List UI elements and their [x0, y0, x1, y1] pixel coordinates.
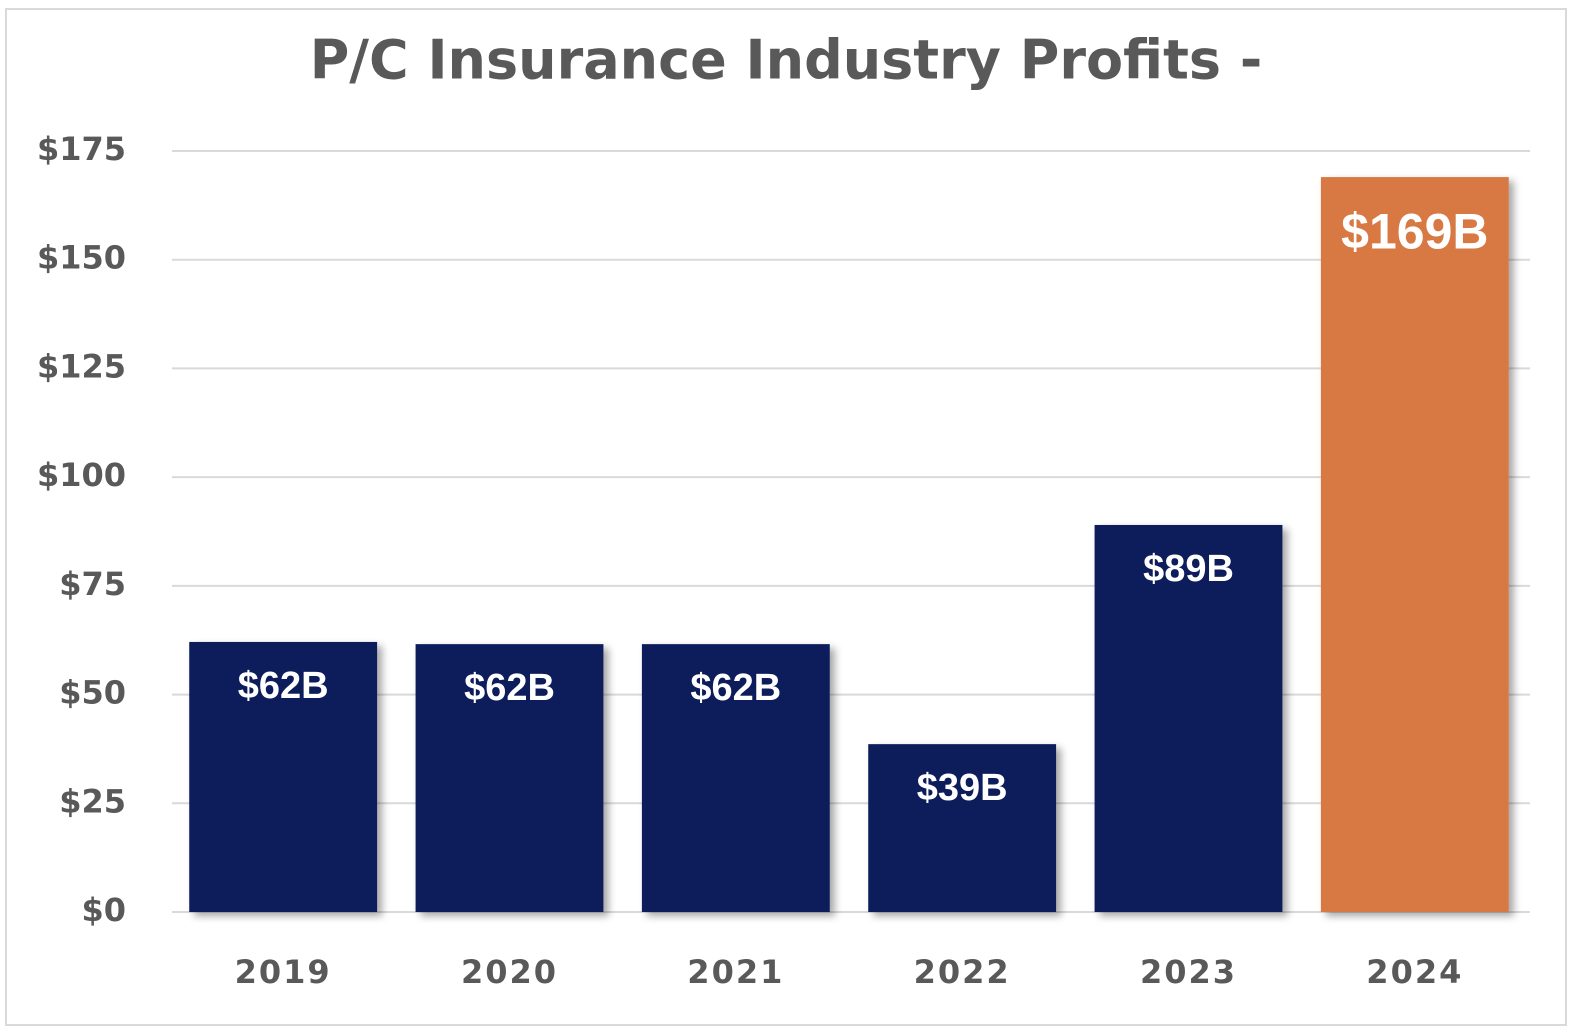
- value-label: $169B: [1341, 203, 1488, 259]
- y-tick-label: $125: [37, 347, 126, 385]
- y-tick-label: $150: [37, 239, 126, 277]
- bar: [189, 641, 378, 912]
- value-label: $39B: [917, 767, 1008, 809]
- y-tick-label: $50: [59, 674, 126, 712]
- chart-title: P/C Insurance Industry Profits -: [310, 29, 1263, 92]
- bar: [868, 744, 1057, 912]
- value-label: $89B: [1143, 548, 1234, 590]
- x-tick-label: 2019: [235, 953, 332, 991]
- bar: [1320, 177, 1509, 912]
- y-tick-label: $0: [81, 891, 126, 929]
- bar: [415, 644, 604, 912]
- x-tick-label: 2020: [461, 953, 558, 991]
- value-label: $62B: [690, 667, 781, 709]
- y-tick-label: $175: [37, 130, 126, 168]
- bar: [641, 644, 830, 912]
- bar: [1094, 524, 1283, 912]
- x-tick-label: 2021: [687, 953, 784, 991]
- y-tick-label: $75: [59, 565, 126, 603]
- x-tick-label: 2022: [914, 953, 1011, 991]
- y-tick-label: $100: [37, 456, 126, 494]
- y-tick-label: $25: [59, 782, 126, 820]
- x-tick-label: 2024: [1366, 953, 1463, 991]
- value-label: $62B: [238, 665, 329, 707]
- x-tick-label: 2023: [1140, 953, 1237, 991]
- value-label: $62B: [464, 667, 555, 709]
